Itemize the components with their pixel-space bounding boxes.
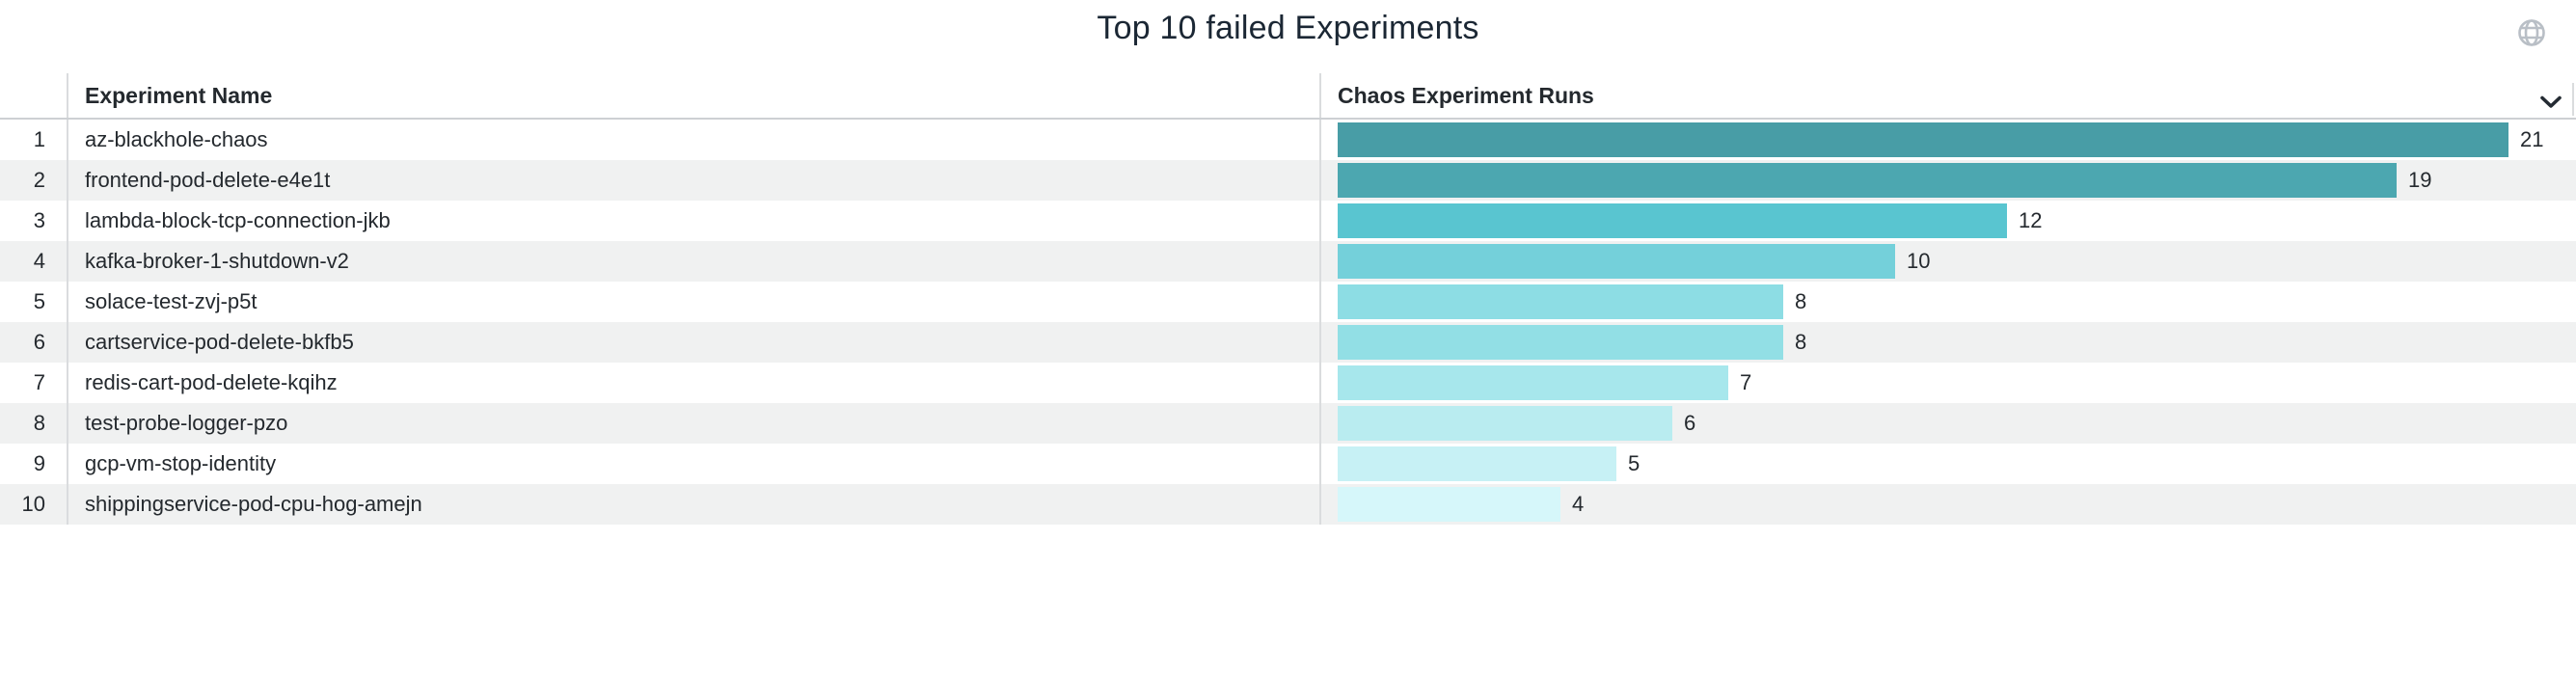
column-header-chaos-runs[interactable]: Chaos Experiment Runs xyxy=(1321,73,2576,118)
globe-icon[interactable] xyxy=(2516,17,2547,48)
experiment-name: redis-cart-pod-delete-kqihz xyxy=(68,363,1321,403)
row-rank: 3 xyxy=(0,201,68,241)
table-row: 5 solace-test-zvj-p5t 8 xyxy=(0,282,2576,322)
table-row: 7 redis-cart-pod-delete-kqihz 7 xyxy=(0,363,2576,403)
table-row: 3 lambda-block-tcp-connection-jkb 12 xyxy=(0,201,2576,241)
bar xyxy=(1338,163,2397,198)
row-rank: 8 xyxy=(0,403,68,444)
row-rank: 2 xyxy=(0,160,68,201)
bar-cell: 7 xyxy=(1321,363,2576,403)
bar-cell: 4 xyxy=(1321,484,2576,525)
experiments-table: Experiment Name Chaos Experiment Runs 1 … xyxy=(0,73,2576,525)
bar-cell: 21 xyxy=(1321,120,2576,160)
bar xyxy=(1338,284,1783,319)
bar xyxy=(1338,365,1728,400)
row-rank: 4 xyxy=(0,241,68,282)
row-rank: 9 xyxy=(0,444,68,484)
row-rank: 5 xyxy=(0,282,68,322)
bar-value: 7 xyxy=(1740,370,1752,394)
bar-cell: 12 xyxy=(1321,201,2576,241)
bar xyxy=(1338,446,1616,481)
bar-value: 8 xyxy=(1795,289,1807,313)
table-header-row: Experiment Name Chaos Experiment Runs xyxy=(0,73,2576,120)
column-header-experiment-name-label: Experiment Name xyxy=(85,82,273,108)
table-row: 8 test-probe-logger-pzo 6 xyxy=(0,403,2576,444)
row-rank: 6 xyxy=(0,322,68,363)
experiment-name: shippingservice-pod-cpu-hog-amejn xyxy=(68,484,1321,525)
experiment-name: lambda-block-tcp-connection-jkb xyxy=(68,201,1321,241)
table-row: 4 kafka-broker-1-shutdown-v2 10 xyxy=(0,241,2576,282)
bar-cell: 19 xyxy=(1321,160,2576,201)
bar xyxy=(1338,487,1560,522)
bar-value: 8 xyxy=(1795,330,1807,354)
column-header-rank xyxy=(0,73,68,118)
bar-value: 5 xyxy=(1628,451,1641,475)
table-row: 10 shippingservice-pod-cpu-hog-amejn 4 xyxy=(0,484,2576,525)
bar-cell: 6 xyxy=(1321,403,2576,444)
row-rank: 7 xyxy=(0,363,68,403)
bar-cell: 10 xyxy=(1321,241,2576,282)
column-header-chaos-runs-label: Chaos Experiment Runs xyxy=(1338,82,1594,108)
row-rank: 1 xyxy=(0,120,68,160)
bar xyxy=(1338,203,2007,238)
bar-cell: 8 xyxy=(1321,322,2576,363)
bar-cell: 8 xyxy=(1321,282,2576,322)
bar xyxy=(1338,325,1783,360)
bar-value: 4 xyxy=(1572,492,1585,516)
table-row: 2 frontend-pod-delete-e4e1t 19 xyxy=(0,160,2576,201)
table-row: 1 az-blackhole-chaos 21 xyxy=(0,120,2576,160)
experiment-name: kafka-broker-1-shutdown-v2 xyxy=(68,241,1321,282)
bar xyxy=(1338,244,1895,279)
experiment-name: test-probe-logger-pzo xyxy=(68,403,1321,444)
experiment-name: frontend-pod-delete-e4e1t xyxy=(68,160,1321,201)
experiment-name: az-blackhole-chaos xyxy=(68,120,1321,160)
row-rank: 10 xyxy=(0,484,68,525)
chevron-down-icon[interactable] xyxy=(2540,89,2562,108)
table-row: 9 gcp-vm-stop-identity 5 xyxy=(0,444,2576,484)
bar-value: 10 xyxy=(1907,249,1931,273)
bar-value: 6 xyxy=(1684,411,1696,435)
bar-value: 12 xyxy=(2019,208,2043,232)
table-row: 6 cartservice-pod-delete-bkfb5 8 xyxy=(0,322,2576,363)
panel-title: Top 10 failed Experiments xyxy=(1097,10,1479,46)
bar xyxy=(1338,122,2508,157)
bar-value: 19 xyxy=(2408,168,2432,192)
bar xyxy=(1338,406,1672,441)
bar-value: 21 xyxy=(2520,127,2544,151)
column-header-experiment-name[interactable]: Experiment Name xyxy=(68,73,1321,118)
experiment-name: solace-test-zvj-p5t xyxy=(68,282,1321,322)
experiment-name: gcp-vm-stop-identity xyxy=(68,444,1321,484)
table-body: 1 az-blackhole-chaos 21 2 frontend-pod-d… xyxy=(0,120,2576,525)
experiment-name: cartservice-pod-delete-bkfb5 xyxy=(68,322,1321,363)
header-end-divider xyxy=(2572,83,2574,116)
bar-cell: 5 xyxy=(1321,444,2576,484)
